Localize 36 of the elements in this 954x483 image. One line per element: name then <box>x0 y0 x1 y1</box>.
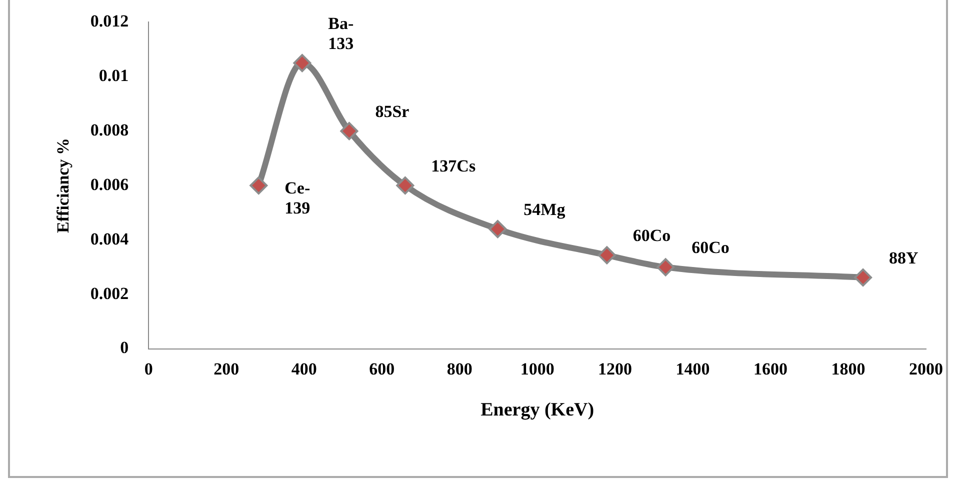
x-tick-label: 1200 <box>598 359 632 378</box>
x-tick-label: 1000 <box>520 359 554 378</box>
annotation: 137Cs <box>431 156 476 176</box>
point <box>854 268 872 286</box>
x-tick-label: 1600 <box>754 359 788 378</box>
x-tick-label: 2000 <box>909 359 943 378</box>
point <box>250 176 268 194</box>
point <box>293 54 312 72</box>
y-axis-title: Efficiancy % <box>54 138 73 233</box>
y-tick-label: 0 <box>120 338 129 358</box>
point <box>598 246 616 264</box>
point <box>656 258 675 276</box>
x-tick-label: 1800 <box>831 359 866 378</box>
annotation: 54Mg <box>524 200 566 220</box>
y-tick-label: 0.002 <box>90 284 129 303</box>
x-tick-label: 0 <box>144 359 153 378</box>
y-tick-label: 0.012 <box>90 12 129 31</box>
y-tick-label: 0.01 <box>98 66 129 86</box>
annotation: Ba-133 <box>328 14 354 54</box>
point <box>488 220 507 238</box>
x-tick-label: 600 <box>369 359 395 378</box>
y-tick-label: 0.004 <box>90 229 130 248</box>
point <box>340 122 358 140</box>
annotation: 60Co <box>632 226 671 246</box>
point <box>396 176 414 194</box>
annotation: 88Y <box>889 248 918 268</box>
annotation: Ce-139 <box>284 178 310 218</box>
annotation: 60Co <box>692 238 730 258</box>
x-tick-label: 200 <box>214 359 240 378</box>
y-tick-label: 0.006 <box>90 174 129 194</box>
x-tick-label: 1400 <box>676 359 710 378</box>
x-axis-title: Energy (KeV) <box>480 400 594 421</box>
x-tick-label: 800 <box>446 359 472 378</box>
annotation: 85Sr <box>375 102 410 122</box>
y-tick-label: 0.008 <box>90 120 129 140</box>
x-tick-label: 400 <box>291 359 317 378</box>
